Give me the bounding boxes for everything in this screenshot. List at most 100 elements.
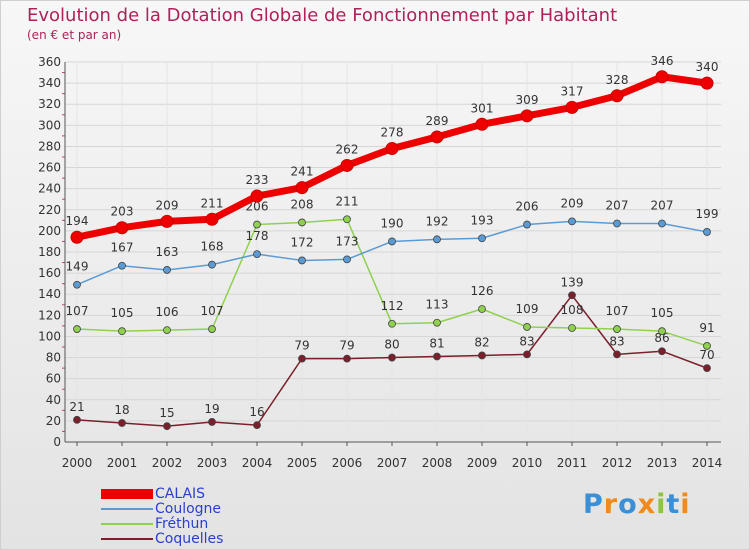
logo-letter: o [618,489,638,520]
series-coulogne: 149 167 163 168 178 172 173 190 192 193 206 209 207 2… [66,196,719,289]
data-label: 21 [69,400,84,414]
x-tick-label: 2008 [422,456,453,470]
data-label: 107 [606,304,629,318]
data-point [163,326,171,335]
data-label: 83 [609,334,624,348]
data-point [478,234,486,243]
data-point [73,280,81,289]
data-label: 211 [201,196,224,210]
data-label: 241 [291,165,314,179]
data-point [343,215,351,224]
data-label: 209 [561,196,584,210]
data-label: 346 [651,54,674,68]
y-tick-label: 60 [46,372,61,386]
legend-swatch [101,508,153,510]
logo-letter: t [666,489,681,520]
y-tick-label: 200 [38,224,61,238]
data-point [658,327,666,336]
data-label: 109 [516,302,539,316]
x-tick-label: 2004 [242,456,273,470]
data-point [655,70,669,84]
data-label: 19 [204,402,219,416]
data-point [613,219,621,228]
data-label: 262 [336,142,359,156]
data-label: 18 [114,403,129,417]
data-label: 203 [111,205,134,219]
data-point [118,419,126,427]
y-tick-label: 0 [53,435,61,449]
data-point [703,342,711,350]
y-tick-label: 280 [38,139,61,153]
legend-label: Coulogne [155,501,222,517]
series-fréthun: 107 105 106 107 206 208 211 112 113 126 109 108 107 1… [66,194,715,350]
y-tick-label: 260 [38,161,61,175]
data-label: 206 [516,200,539,214]
data-label: 106 [156,305,179,319]
data-point [343,255,351,264]
y-tick-label: 220 [38,203,61,217]
data-label: 340 [696,60,719,74]
data-point [205,212,219,226]
y-tick-label: 180 [38,245,61,259]
data-point [700,76,714,90]
x-tick-label: 2001 [107,456,138,470]
series-calais: 194 203 209 211 233 241 262 278 289 301 309 317 328 3… [66,54,719,244]
legend-swatch [101,523,153,525]
data-label: 194 [66,214,89,228]
data-point [343,354,351,363]
data-point [388,353,396,362]
data-label: 15 [159,406,174,420]
legend-swatch [101,489,153,499]
data-label: 126 [471,284,494,298]
data-point [565,100,579,114]
proxiti-logo: Proxiti [583,489,691,520]
data-point [340,158,354,172]
data-label: 70 [699,348,714,362]
data-label: 301 [471,101,494,115]
data-label: 139 [561,275,584,289]
x-tick-label: 2014 [692,456,723,470]
data-label: 208 [291,197,314,211]
data-point [610,89,624,103]
x-tick-label: 2007 [377,456,408,470]
y-tick-label: 320 [38,97,61,111]
data-point [568,324,576,332]
data-point [568,217,576,226]
data-label: 82 [474,335,489,349]
logo-letter: i [656,489,667,520]
data-point [478,305,486,313]
data-point [433,352,441,361]
data-point [208,325,216,333]
data-point [298,218,306,227]
data-point [703,228,711,236]
legend-item-coulogne: Coulogne [101,501,401,517]
x-tick-label: 2009 [467,456,498,470]
data-label: 199 [696,207,719,221]
x-tick-label: 2003 [197,456,228,470]
data-point [115,221,129,235]
data-point [658,219,666,228]
data-label: 309 [516,93,539,107]
data-point [70,230,84,244]
data-point [433,318,441,327]
x-tick-label: 2010 [512,456,543,470]
data-point [613,350,621,359]
y-tick-label: 40 [46,393,61,407]
data-label: 193 [471,213,494,227]
logo-letter: i [680,489,691,520]
data-point [613,325,621,333]
y-tick-label: 140 [38,287,61,301]
chart-title: Evolution de la Dotation Globale de Fonc… [27,5,618,26]
data-point [298,354,306,363]
y-tick-label: 300 [38,118,61,132]
legend-swatch [101,538,153,540]
data-label: 289 [426,114,449,128]
x-tick-label: 2006 [332,456,363,470]
data-point [163,266,171,274]
x-tick-label: 2012 [602,456,633,470]
data-point [253,421,261,430]
data-label: 328 [606,73,629,87]
data-point [253,250,261,259]
data-point [658,347,666,356]
data-point [523,350,531,359]
